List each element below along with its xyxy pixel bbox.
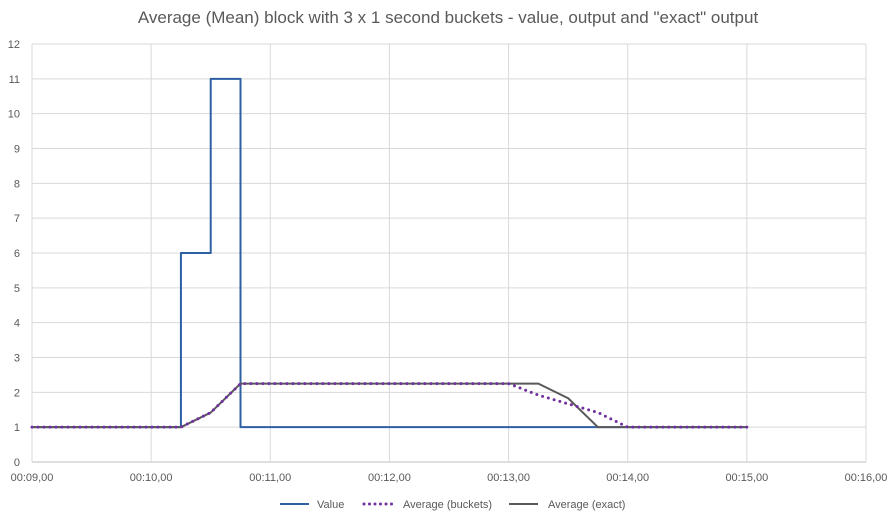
x-tick-label: 00:15,00 [725, 472, 768, 484]
x-tick-label: 00:16,00 [845, 472, 888, 484]
x-tick-label: 00:10,00 [130, 472, 173, 484]
y-tick-label: 2 [14, 387, 20, 399]
y-tick-label: 12 [8, 39, 20, 51]
y-tick-label: 1 [14, 422, 20, 434]
y-tick-label: 0 [14, 457, 20, 469]
legend-label: Average (exact) [548, 499, 625, 511]
y-tick-label: 11 [9, 74, 20, 86]
y-tick-label: 7 [14, 213, 20, 225]
y-tick-label: 10 [8, 109, 20, 121]
plot-area [30, 77, 749, 429]
x-tick-label: 00:11,00 [249, 472, 291, 484]
y-tick-label: 6 [14, 248, 20, 260]
series-line-2 [30, 382, 749, 429]
y-tick-label: 9 [14, 144, 20, 156]
legend-label: Value [317, 499, 344, 511]
x-tick-label: 00:14,00 [606, 472, 649, 484]
series-line-1 [32, 77, 747, 429]
y-tick-label: 3 [14, 353, 20, 365]
x-tick-label: 00:13,00 [487, 472, 530, 484]
x-axis: 00:09,00 00:10,00 00:11,00 00:12,00 00:13,00… [11, 472, 888, 484]
y-tick-label: 5 [14, 283, 20, 295]
x-tick-label: 00:12,00 [368, 472, 411, 484]
x-tick-label: 00:09,00 [11, 472, 54, 484]
legend-label: Average (buckets) [403, 499, 492, 511]
y-tick-label: 8 [14, 178, 20, 190]
legend: Value Average (buckets) Average (exact) [280, 499, 625, 511]
chart-title: Average (Mean) block with 3 x 1 second b… [138, 8, 759, 27]
y-tick-label: 4 [14, 318, 20, 330]
gridlines [31, 43, 867, 463]
